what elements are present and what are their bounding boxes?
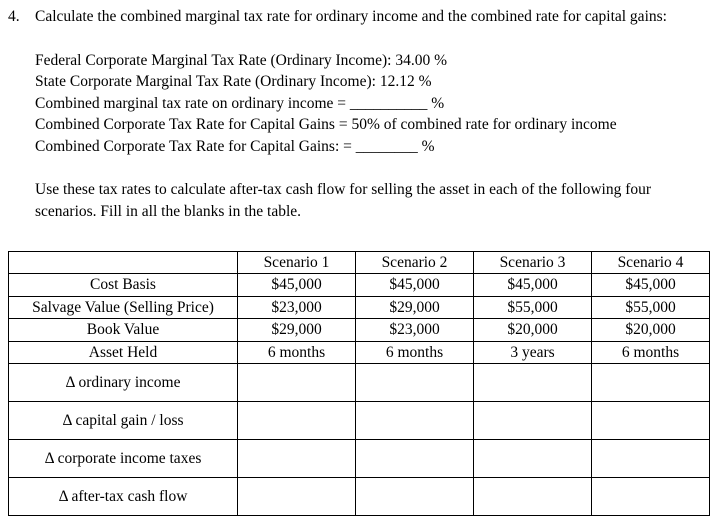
- blank-cell: [591, 477, 710, 516]
- instruction-text: Use these tax rates to calculate after-t…: [35, 181, 652, 220]
- data-cell: 3 years: [473, 340, 592, 364]
- table-row: Δ capital gain / loss: [8, 401, 710, 440]
- question-intro: Calculate the combined marginal tax rate…: [35, 8, 667, 25]
- question-block: 4. Calculate the combined marginal tax r…: [8, 6, 708, 238]
- scenario-header-4: Scenario 4: [591, 250, 710, 274]
- tax-rate-line-4: Combined Corporate Tax Rate for Capital …: [35, 116, 617, 133]
- data-cell: 6 months: [355, 340, 474, 364]
- row-label: Δ corporate income taxes: [8, 439, 238, 478]
- table-row: Δ corporate income taxes: [8, 439, 710, 478]
- table-row: Δ after-tax cash flow: [8, 477, 710, 516]
- row-label: Book Value: [8, 318, 238, 342]
- scenario-table: Scenario 1 Scenario 2 Scenario 3 Scenario 4…: [8, 250, 710, 516]
- scenario-header-2: Scenario 2: [355, 250, 474, 274]
- data-cell: 6 months: [591, 340, 710, 364]
- row-label: Δ ordinary income: [8, 363, 238, 402]
- question-body: Calculate the combined marginal tax rate…: [35, 6, 685, 238]
- data-cell: $45,000: [237, 273, 356, 297]
- blank-cell: [355, 477, 474, 516]
- blank-cell: [591, 363, 710, 402]
- row-label: Δ capital gain / loss: [8, 401, 238, 440]
- corner-cell: [8, 250, 238, 274]
- data-cell: $29,000: [237, 318, 356, 342]
- tax-rate-line-3: Combined marginal tax rate on ordinary i…: [35, 94, 445, 112]
- blank-cell: [473, 401, 592, 440]
- row-label: Asset Held: [8, 340, 238, 364]
- data-cell: $55,000: [591, 295, 710, 319]
- data-cell: $45,000: [591, 273, 710, 297]
- row-label: Salvage Value (Selling Price): [8, 295, 238, 319]
- blank-cell: [473, 477, 592, 516]
- data-cell: $45,000: [355, 273, 474, 297]
- table-row: Book Value $29,000 $23,000 $20,000 $20,000: [8, 318, 710, 342]
- tax-rate-line-2: State Corporate Marginal Tax Rate (Ordin…: [35, 73, 432, 90]
- blank-cell: [237, 477, 356, 516]
- data-cell: $23,000: [237, 295, 356, 319]
- tax-rate-line-1: Federal Corporate Marginal Tax Rate (Ord…: [35, 51, 447, 69]
- tax-rate-line-5: Combined Corporate Tax Rate for Capital …: [35, 137, 435, 155]
- row-label: Cost Basis: [8, 273, 238, 297]
- row-label: Δ after-tax cash flow: [8, 477, 238, 516]
- table-row: Asset Held 6 months 6 months 3 years 6 month…: [8, 340, 710, 364]
- data-cell: $29,000: [355, 295, 474, 319]
- data-cell: $20,000: [591, 318, 710, 342]
- blank-cell: [591, 439, 710, 478]
- data-cell: 6 months: [237, 340, 356, 364]
- blank-cell: [237, 363, 356, 402]
- tax-rate-lines: Federal Corporate Marginal Tax Rate (Ord…: [35, 50, 685, 158]
- blank-cell: [591, 401, 710, 440]
- table-row: Salvage Value (Selling Price) $23,000 $29,…: [8, 295, 710, 319]
- blank-cell: [237, 401, 356, 440]
- table-row: Δ ordinary income: [8, 363, 710, 402]
- scenario-header-1: Scenario 1: [237, 250, 356, 274]
- table-header-row: Scenario 1 Scenario 2 Scenario 3 Scenario 4: [8, 250, 710, 274]
- data-cell: $23,000: [355, 318, 474, 342]
- question-number: 4.: [8, 8, 20, 25]
- data-cell: $55,000: [473, 295, 592, 319]
- blank-cell: [473, 363, 592, 402]
- blank-cell: [355, 439, 474, 478]
- data-cell: $45,000: [473, 273, 592, 297]
- blank-cell: [237, 439, 356, 478]
- scenario-header-3: Scenario 3: [473, 250, 592, 274]
- blank-cell: [473, 439, 592, 478]
- data-cell: $20,000: [473, 318, 592, 342]
- table-row: Cost Basis $45,000 $45,000 $45,000 $45,000: [8, 273, 710, 297]
- blank-cell: [355, 401, 474, 440]
- blank-cell: [355, 363, 474, 402]
